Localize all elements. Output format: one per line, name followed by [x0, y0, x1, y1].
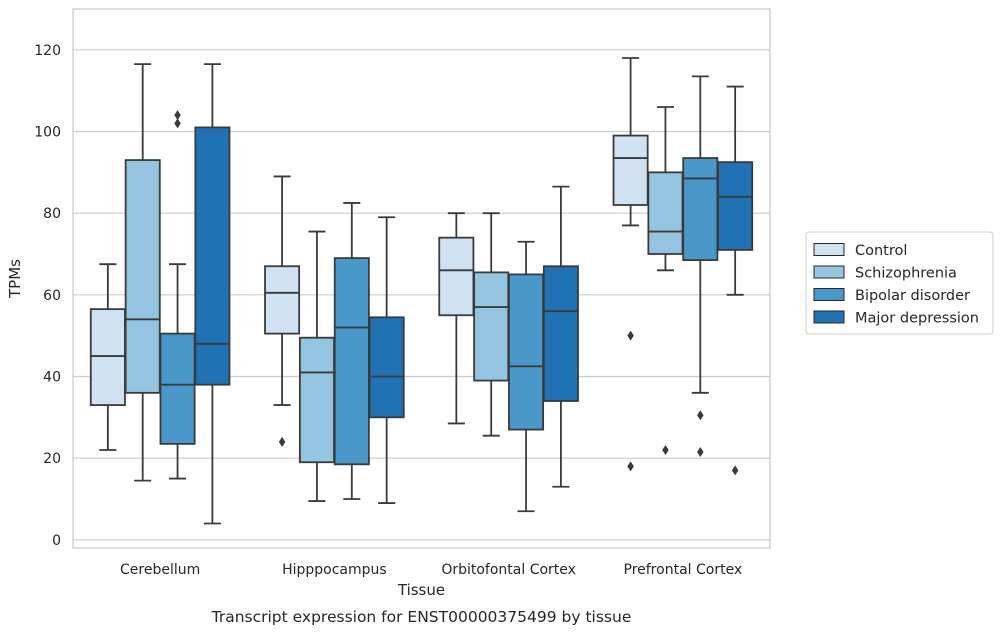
y-tick-label: 100: [34, 125, 61, 141]
box-control-prefrontal-cortex: [612, 57, 649, 472]
y-tick-label: 40: [43, 370, 61, 386]
y-axis-ticks: 0 20 40 60 80 100 120: [34, 43, 61, 549]
box-bipolar-disorder-cerebellum: [159, 110, 196, 480]
outlier-point: [174, 118, 181, 129]
outlier-point: [697, 447, 704, 458]
box-major-depression-hipppocampus: [368, 216, 405, 504]
box-iqr: [194, 126, 231, 386]
x-tick-label: Cerebellum: [120, 562, 200, 578]
outlier-point: [662, 445, 669, 455]
box-iqr: [717, 161, 754, 251]
box-iqr: [89, 308, 126, 406]
legend-swatch: [813, 243, 845, 256]
x-tick-label: Prefrontal Cortex: [624, 562, 743, 578]
box-iqr: [473, 271, 510, 382]
box-iqr: [508, 273, 545, 431]
figure-caption: Transcript expression for ENST0000037549…: [211, 608, 632, 626]
y-tick-label: 60: [43, 288, 61, 304]
x-axis-ticks: Cerebellum Hipppocampus Orbitofontal Corte…: [120, 562, 742, 578]
outlier-point: [731, 465, 739, 476]
outlier-point: [174, 110, 181, 121]
box-iqr: [264, 265, 301, 335]
plot-frame: [72, 8, 771, 549]
box-control-orbitofontal-cortex: [438, 212, 475, 425]
box-control-hipppocampus: [264, 175, 301, 447]
outlier-point: [697, 410, 704, 421]
box-control-cerebellum: [89, 263, 126, 451]
y-tick-label: 80: [43, 206, 61, 222]
box-iqr: [438, 236, 475, 317]
box-iqr: [542, 265, 579, 402]
box-schizophrenia-orbitofontal-cortex: [473, 212, 510, 437]
box-schizophrenia-cerebellum: [124, 63, 161, 482]
box-iqr: [159, 332, 196, 445]
box-iqr: [298, 336, 335, 464]
legend: Control Schizophrenia Bipolar disorder Majo…: [805, 231, 994, 335]
box-iqr: [647, 171, 684, 255]
box-iqr: [333, 257, 370, 466]
box-plot-marks: [89, 57, 754, 525]
box-bipolar-disorder-prefrontal-cortex: [682, 75, 719, 458]
box-major-depression-prefrontal-cortex: [717, 85, 754, 476]
x-tick-label: Orbitofontal Cortex: [441, 562, 576, 578]
box-schizophrenia-hipppocampus: [298, 230, 335, 502]
x-axis-label: Tissue: [397, 581, 445, 599]
y-tick-label: 0: [52, 533, 61, 549]
box-major-depression-cerebellum: [194, 63, 231, 525]
box-major-depression-orbitofontal-cortex: [542, 185, 579, 488]
box-iqr: [682, 157, 719, 262]
box-bipolar-disorder-hipppocampus: [333, 202, 370, 500]
box-iqr: [124, 159, 161, 394]
legend-swatch: [813, 288, 845, 301]
legend-swatch: [813, 265, 845, 279]
legend-label: Schizophrenia: [855, 266, 957, 282]
y-tick-label: 20: [43, 451, 61, 467]
y-axis-label: TPMs: [6, 259, 24, 299]
legend-frame: [805, 231, 994, 335]
outlier-point: [627, 461, 634, 472]
box-iqr: [368, 316, 405, 419]
box-bipolar-disorder-orbitofontal-cortex: [508, 240, 545, 513]
legend-label: Bipolar disorder: [855, 288, 970, 304]
box-iqr: [612, 134, 649, 206]
y-tick-label: 120: [34, 43, 61, 59]
outlier-point: [627, 330, 634, 341]
legend-swatch: [813, 310, 845, 324]
legend-label: Major depression: [855, 311, 979, 327]
box-schizophrenia-prefrontal-cortex: [647, 106, 684, 455]
outlier-point: [278, 436, 286, 447]
legend-label: Control: [855, 243, 907, 259]
x-tick-label: Hipppocampus: [282, 562, 387, 578]
